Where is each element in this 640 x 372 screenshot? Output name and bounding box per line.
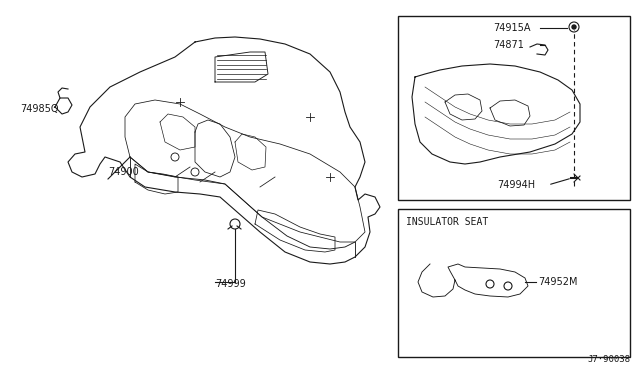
Text: 74994H: 74994H — [497, 180, 535, 190]
Text: INSULATOR SEAT: INSULATOR SEAT — [406, 217, 488, 227]
Circle shape — [572, 25, 576, 29]
Bar — [398, 209, 630, 357]
Text: J7·90038: J7·90038 — [587, 355, 630, 364]
Text: 74999: 74999 — [215, 279, 246, 289]
Text: 74915A: 74915A — [493, 23, 531, 33]
Text: 74871: 74871 — [493, 40, 524, 50]
Bar — [398, 16, 630, 200]
Text: 74900: 74900 — [108, 167, 139, 177]
Text: 74952M: 74952M — [538, 277, 577, 287]
Text: 74985Q: 74985Q — [20, 104, 58, 114]
